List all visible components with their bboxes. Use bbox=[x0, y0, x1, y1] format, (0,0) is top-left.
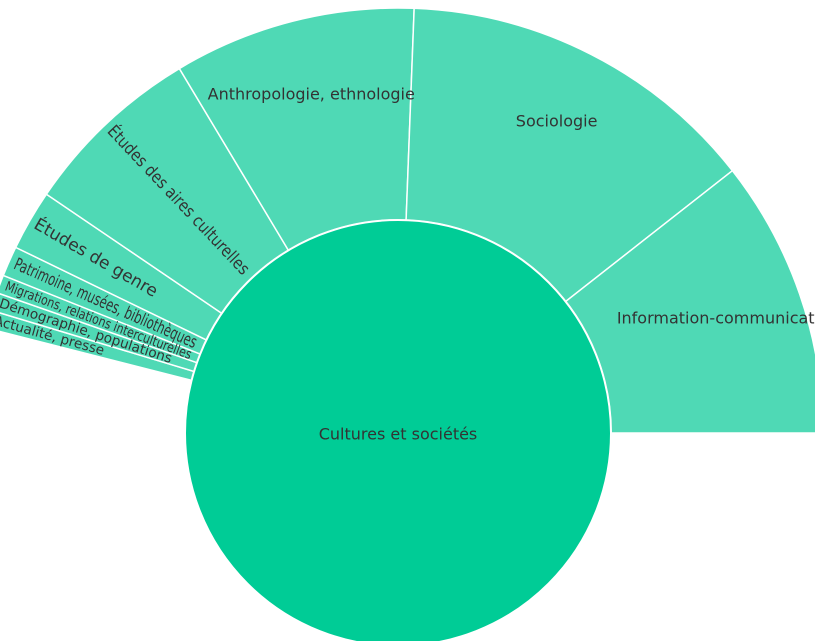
sunburst-ring bbox=[0, 7, 815, 434]
wedge-label-7: Sociologie bbox=[516, 112, 598, 131]
wedge-label-6: Anthropologie, ethnologie bbox=[208, 84, 415, 103]
center-disc[interactable] bbox=[184, 219, 612, 641]
wedge-label-8: Information-communication bbox=[617, 309, 815, 328]
center-label: Cultures et sociétés bbox=[319, 425, 478, 444]
